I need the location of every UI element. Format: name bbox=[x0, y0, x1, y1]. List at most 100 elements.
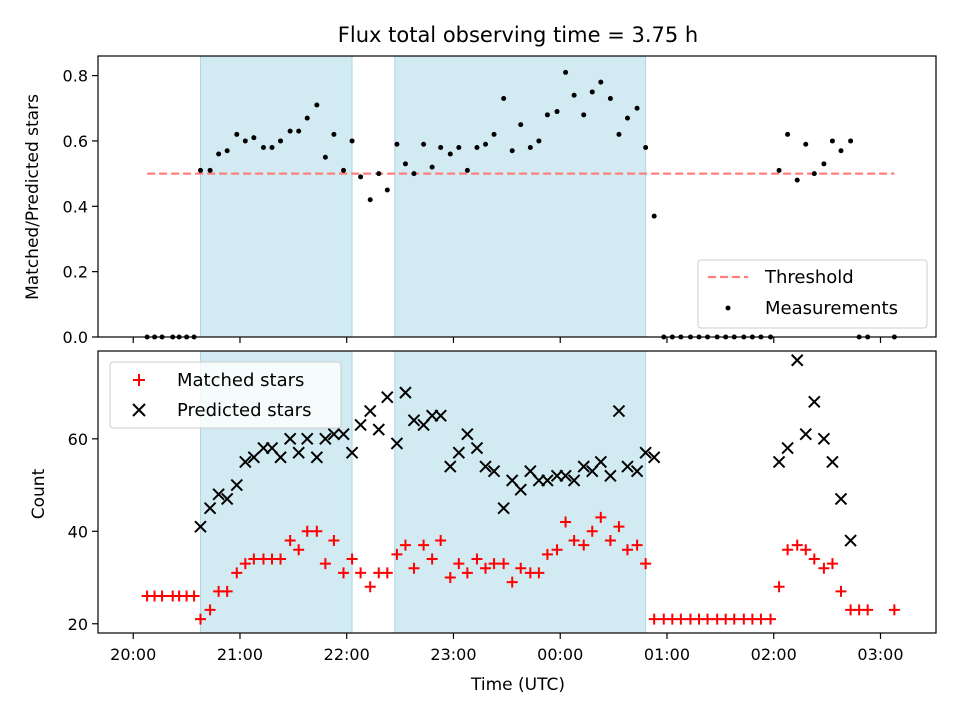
top-y-axis-ticks: 0.0 0.2 0.4 0.6 0.8 bbox=[63, 67, 98, 347]
matched-star-point bbox=[231, 567, 243, 579]
matched-star-point bbox=[346, 553, 358, 565]
predicted-star-point bbox=[247, 451, 261, 464]
measurement-point bbox=[269, 144, 275, 150]
predicted-star-point bbox=[834, 492, 848, 506]
bottom-legend: Matched stars Predicted stars bbox=[109, 361, 342, 429]
matched-star-point bbox=[381, 567, 393, 579]
measurement-point bbox=[438, 144, 444, 150]
matched-star-point bbox=[399, 539, 411, 551]
matched-star-point bbox=[773, 581, 785, 593]
measurement-point bbox=[421, 141, 427, 147]
measurement-point bbox=[563, 69, 569, 75]
matched-star-point bbox=[204, 604, 216, 616]
predicted-star-point bbox=[230, 478, 243, 492]
matched-star-point bbox=[791, 539, 803, 551]
shaded-interval-2 bbox=[394, 55, 647, 338]
predicted-star-point bbox=[541, 474, 554, 487]
measurement-point bbox=[598, 79, 604, 85]
chart-title: Flux total observing time = 3.75 h bbox=[338, 23, 698, 47]
y-tick-label: 0.8 bbox=[63, 67, 88, 86]
x-tick-label: 00:00 bbox=[537, 645, 583, 664]
top-x-axis-ticks bbox=[132, 337, 882, 343]
measurement-point bbox=[376, 171, 382, 177]
measurement-point bbox=[589, 89, 595, 95]
predicted-star-point bbox=[194, 520, 207, 533]
matched-star-point bbox=[826, 558, 838, 570]
predicted-star-point bbox=[390, 437, 404, 450]
measurement-points bbox=[144, 69, 897, 340]
matched-star-point bbox=[418, 539, 430, 551]
matched-star-point bbox=[888, 604, 900, 616]
measurement-point bbox=[367, 197, 373, 203]
measurement-point bbox=[509, 148, 515, 154]
measurement-point bbox=[447, 151, 453, 157]
matched-star-point bbox=[480, 562, 492, 574]
legend-matched-label: Matched stars bbox=[177, 370, 304, 391]
matched-star-point bbox=[515, 562, 527, 574]
predicted-star-point bbox=[407, 414, 421, 427]
predicted-star-point bbox=[239, 455, 252, 469]
predicted-star-point bbox=[808, 395, 821, 409]
predicted-star-point bbox=[220, 492, 234, 506]
measurement-point bbox=[314, 102, 320, 108]
predicted-star-point bbox=[630, 464, 644, 478]
measurement-point bbox=[394, 141, 400, 147]
legend-matched-swatch bbox=[133, 374, 145, 386]
matched-star-point bbox=[426, 553, 438, 565]
measurement-point bbox=[554, 109, 560, 115]
measurement-point bbox=[536, 138, 542, 144]
measurement-point bbox=[544, 112, 550, 118]
measurement-point bbox=[518, 122, 524, 128]
matched-star-point bbox=[782, 544, 794, 556]
x-tick-label: 20:00 bbox=[110, 645, 156, 664]
matched-star-point bbox=[194, 613, 206, 625]
predicted-star-point bbox=[292, 446, 305, 459]
bottom-y-axis-ticks: 20 40 60 bbox=[68, 430, 98, 634]
matched-star-point bbox=[453, 558, 465, 570]
matched-star-point bbox=[435, 535, 447, 547]
y-tick-label: 40 bbox=[68, 522, 88, 541]
predicted-star-point bbox=[381, 391, 394, 404]
predicted-star-point bbox=[604, 469, 617, 483]
y-tick-label: 60 bbox=[68, 430, 88, 449]
measurement-point bbox=[607, 95, 613, 101]
measurement-point bbox=[402, 161, 408, 167]
measurement-point bbox=[848, 138, 854, 144]
predicted-star-point bbox=[319, 432, 332, 446]
y-tick-label: 0.4 bbox=[63, 197, 88, 216]
legend-predicted-label: Predicted stars bbox=[177, 400, 311, 421]
matched-star-point bbox=[408, 562, 420, 574]
matched-star-point bbox=[156, 590, 168, 602]
measurement-point bbox=[464, 167, 470, 173]
ratio-panel: 0.00.20.40.60.8 Matched/Predicted stars … bbox=[23, 55, 937, 347]
top-legend: Threshold Measurements bbox=[697, 259, 928, 329]
matched-star-point bbox=[568, 535, 580, 547]
matched-star-point bbox=[675, 613, 687, 625]
predicted-star-point bbox=[497, 501, 510, 515]
predicted-star-point bbox=[327, 428, 341, 441]
measurement-point bbox=[624, 115, 630, 121]
measurement-point bbox=[829, 138, 835, 144]
measurement-point bbox=[456, 144, 462, 150]
measurement-point bbox=[278, 138, 284, 144]
measurement-point bbox=[358, 174, 364, 180]
predicted-star-point bbox=[354, 418, 367, 432]
measurement-point bbox=[234, 131, 240, 137]
shaded-interval-1 bbox=[199, 55, 353, 338]
y-tick-label: 0.2 bbox=[63, 263, 88, 282]
y-tick-label: 0.6 bbox=[63, 132, 88, 151]
matched-star-point bbox=[328, 535, 340, 547]
matched-star-point bbox=[301, 525, 313, 537]
matched-star-point bbox=[293, 544, 305, 556]
y-tick-label: 0.0 bbox=[63, 328, 88, 347]
matched-star-point bbox=[275, 553, 287, 565]
matched-star-point bbox=[541, 548, 553, 560]
measurement-point bbox=[581, 112, 587, 118]
bottom-x-axis-ticks: 20:00 21:00 22:00 23:00 00:00 01:00 02:00 03:00 bbox=[110, 633, 904, 664]
measurement-point bbox=[803, 141, 809, 147]
matched-star-point bbox=[862, 604, 874, 616]
measurement-point bbox=[483, 141, 489, 147]
predicted-star-point bbox=[479, 460, 492, 473]
predicted-star-point bbox=[434, 409, 447, 422]
